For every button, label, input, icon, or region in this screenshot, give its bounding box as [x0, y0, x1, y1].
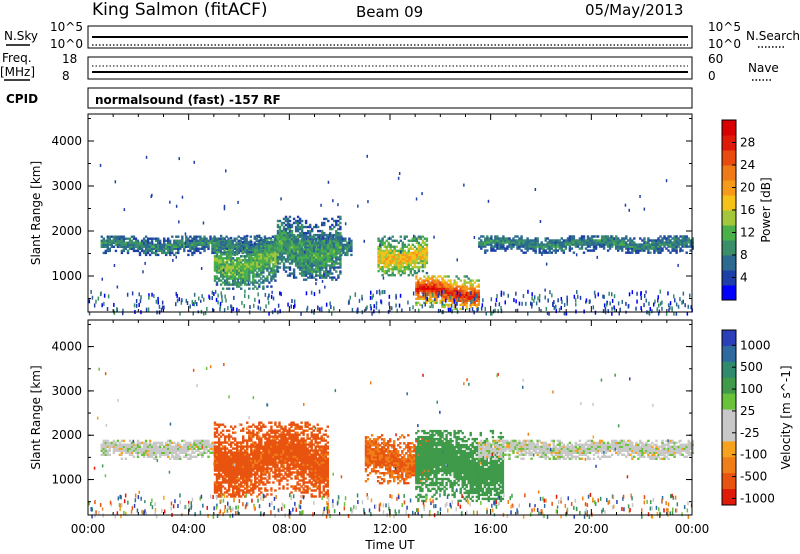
- nsky-tick-low: 10^0: [50, 37, 83, 51]
- colorbar-segment: [722, 285, 736, 301]
- y-tick-label: 3000: [51, 384, 82, 398]
- nave-label: Nave: [748, 61, 779, 75]
- freq-unit: [MHz]: [0, 65, 35, 79]
- y-tick-label: 3000: [51, 179, 82, 193]
- echo-region: [478, 439, 694, 460]
- panel-frame: [87, 319, 693, 516]
- cpid-label: CPID: [6, 92, 38, 106]
- x-axis-label: Time UT: [364, 538, 415, 552]
- colorbar-segment: [722, 135, 736, 151]
- x-tick-label: 08:00: [272, 522, 307, 536]
- colorbar-segment: [722, 361, 736, 379]
- colorbar-segment: [722, 441, 736, 458]
- y-tick-label: 2000: [51, 428, 82, 442]
- x-tick-label: 12:00: [373, 522, 408, 536]
- colorbar-tick: 25: [740, 404, 755, 418]
- colorbar-tick: 12: [740, 226, 755, 240]
- data-cells: [88, 154, 694, 316]
- nsky-tick-high: 10^5: [50, 20, 83, 34]
- colorbar-segment: [722, 489, 736, 506]
- scatter-speckles: [88, 363, 693, 519]
- freq-panel: 18 8 60 0: [62, 52, 723, 83]
- nsearch-tick-high: 10^5: [708, 20, 741, 34]
- colorbar-segment: [722, 425, 736, 442]
- station-title: King Salmon (fitACF): [92, 0, 268, 20]
- colorbar-segment: [722, 195, 736, 211]
- colorbar-segment: [722, 377, 736, 395]
- echo-region: [213, 234, 279, 290]
- echo-region: [100, 439, 216, 460]
- colorbar-segment: [722, 210, 736, 226]
- x-tick-label: 00:00: [71, 522, 106, 536]
- y-axis-label: Slant Range [km]: [29, 161, 43, 265]
- colorbar-tick: 500: [740, 360, 763, 374]
- colorbar-segment: [722, 240, 736, 256]
- colorbar-segment: [722, 165, 736, 181]
- y-tick-label: 1000: [51, 473, 82, 487]
- time-axis: 00:00 04:00 08:00 12:00 16:00 20:00 00:00 Time …: [71, 522, 710, 552]
- y-tick-label: 1000: [51, 269, 82, 283]
- colorbar-segment: [722, 270, 736, 286]
- y-tick-label: 2000: [51, 224, 82, 238]
- velocity-colorbar-label: Velocity [m s^-1]: [779, 365, 793, 469]
- y-axis-label: Slant Range [km]: [29, 365, 43, 469]
- colorbar-tick: 28: [740, 136, 755, 150]
- y-tick-label: 4000: [51, 134, 82, 148]
- panel-frame: [87, 113, 693, 313]
- colorbar-segment: [722, 409, 736, 426]
- freq-label: Freq.: [2, 51, 32, 65]
- colorbar-tick: -25: [740, 426, 760, 440]
- colorbar-segment: [722, 255, 736, 271]
- echo-region: [478, 235, 694, 254]
- nsearch-label: N.Search: [746, 29, 800, 43]
- nsky-panel: 10^5 10^0 10^5 10^0: [50, 20, 741, 51]
- date-title: 05/May/2013: [585, 1, 683, 19]
- echo-region: [213, 421, 329, 498]
- colorbar-tick: -1000: [740, 491, 775, 505]
- nsearch-tick-low: 10^0: [708, 37, 741, 51]
- colorbar-segment: [722, 150, 736, 166]
- colorbar-tick: 4: [740, 271, 748, 285]
- echo-region: [377, 235, 429, 277]
- cpid-panel: [87, 87, 693, 109]
- freq-tick-high: 18: [62, 52, 77, 66]
- cpid-text: normalsound (fast) -157 RF: [95, 93, 281, 107]
- colorbar-tick: 20: [740, 181, 755, 195]
- colorbar-tick: -100: [740, 448, 767, 462]
- velocity-panel: 1000 2000 3000 4000 Slant Range [km]: [29, 319, 694, 519]
- data-cells: [88, 363, 694, 519]
- colorbar-segment: [722, 120, 736, 136]
- colorbar-tick: 8: [740, 248, 748, 262]
- nave-tick-high: 60: [708, 52, 723, 66]
- colorbar-segment: [722, 473, 736, 490]
- echo-region: [276, 215, 342, 281]
- y-tick-label: 4000: [51, 340, 82, 354]
- power-colorbar: 28 24 20 16 12 8 4 Power [dB]: [721, 119, 773, 301]
- x-tick-label: 04:00: [171, 522, 206, 536]
- colorbar-segment: [722, 225, 736, 241]
- power-colorbar-label: Power [dB]: [759, 177, 773, 242]
- x-tick-label: 20:00: [574, 522, 609, 536]
- x-tick-label: 00:00: [675, 522, 710, 536]
- beam-title: Beam 09: [356, 3, 423, 21]
- colorbar-tick: 24: [740, 158, 755, 172]
- colorbar-segment: [722, 180, 736, 196]
- x-tick-label: 16:00: [473, 522, 508, 536]
- nsky-label: N.Sky: [4, 29, 38, 43]
- colorbar-tick: 100: [740, 382, 763, 396]
- freq-tick-low: 8: [62, 69, 70, 83]
- velocity-colorbar: 1000 500 100 25 -25 -100 -500 -1000 Velocity [m …: [721, 329, 793, 506]
- colorbar-segment: [722, 457, 736, 474]
- nave-tick-low: 0: [708, 69, 716, 83]
- colorbar-segment: [722, 393, 736, 411]
- colorbar-segment: [722, 345, 736, 363]
- colorbar-tick: 1000: [740, 338, 771, 352]
- colorbar-tick: 16: [740, 203, 755, 217]
- colorbar-segment: [722, 330, 736, 347]
- colorbar-tick: -500: [740, 470, 767, 484]
- power-panel: 1000 2000 3000 4000 Slant Range [km]: [29, 113, 694, 316]
